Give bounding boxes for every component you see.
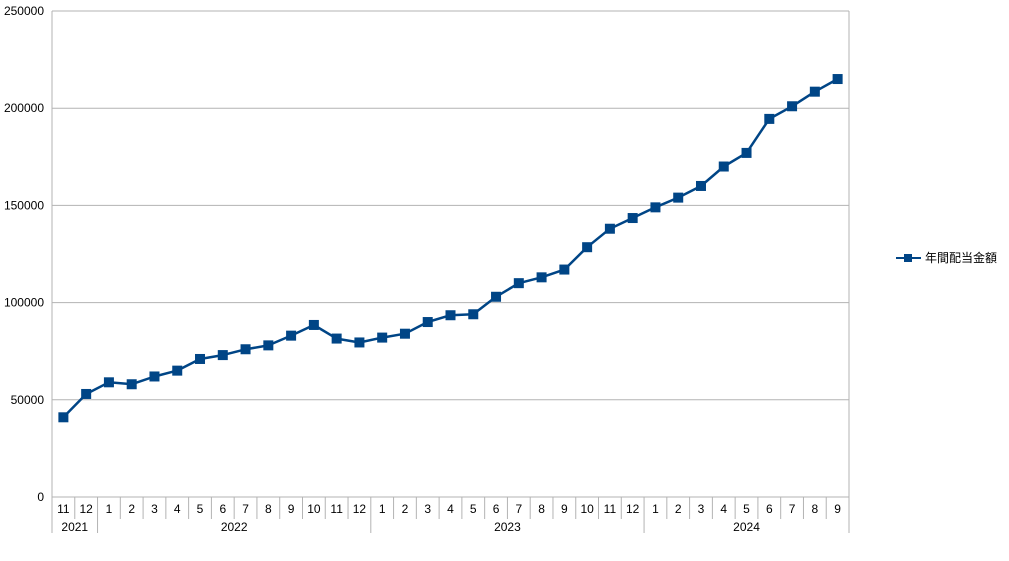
x-tick-label-month: 9 <box>561 502 568 516</box>
x-tick-label-month: 6 <box>766 502 773 516</box>
x-tick-label-month: 4 <box>174 502 181 516</box>
data-point-marker <box>809 86 820 97</box>
series-layer <box>58 74 843 423</box>
data-point-marker <box>559 264 570 275</box>
legend-marker-swatch <box>904 254 912 262</box>
data-point-marker <box>604 223 615 234</box>
data-point-marker <box>832 74 843 85</box>
x-tick-label-month: 6 <box>219 502 226 516</box>
data-point-marker <box>217 350 228 361</box>
data-point-marker <box>149 371 160 382</box>
x-tick-label-month: 7 <box>789 502 796 516</box>
y-tick-label: 200000 <box>4 101 44 115</box>
data-point-marker <box>308 319 319 330</box>
data-point-marker <box>695 180 706 191</box>
data-point-marker <box>58 412 69 423</box>
x-tick-label-month: 2 <box>675 502 682 516</box>
x-tick-label-month: 3 <box>424 502 431 516</box>
x-tick-label-month: 9 <box>834 502 841 516</box>
x-tick-label-month: 5 <box>197 502 204 516</box>
data-point-marker <box>741 147 752 158</box>
x-tick-label-month: 12 <box>353 502 367 516</box>
x-tick-label-month: 7 <box>242 502 249 516</box>
data-point-marker <box>172 365 183 376</box>
data-point-marker <box>331 333 342 344</box>
x-tick-label-month: 11 <box>330 502 343 516</box>
data-point-marker <box>286 330 297 341</box>
x-tick-label-month: 1 <box>106 502 113 516</box>
x-tick-label-month: 3 <box>151 502 158 516</box>
x-tick-label-month: 4 <box>720 502 727 516</box>
data-point-marker <box>468 309 479 320</box>
x-tick-label-month: 10 <box>580 502 594 516</box>
data-point-marker <box>536 272 547 283</box>
x-tick-label-year: 2021 <box>61 520 88 534</box>
data-point-marker <box>513 278 524 289</box>
x-tick-label-month: 7 <box>515 502 522 516</box>
x-tick-label-month: 10 <box>307 502 321 516</box>
legend-label: 年間配当金額 <box>925 250 997 265</box>
x-tick-label-month: 5 <box>470 502 477 516</box>
x-tick-label-month: 2 <box>128 502 135 516</box>
y-tick-label: 50000 <box>11 393 45 407</box>
data-point-marker <box>354 337 365 348</box>
data-point-marker <box>195 353 206 364</box>
data-point-marker <box>718 161 729 172</box>
x-tick-label-month: 2 <box>402 502 409 516</box>
legend: 年間配当金額 <box>896 250 997 265</box>
x-tick-label-month: 8 <box>265 502 272 516</box>
x-tick-label-month: 1 <box>652 502 659 516</box>
data-point-marker <box>263 340 274 351</box>
x-tick-label-month: 8 <box>811 502 818 516</box>
x-tick-label-month: 5 <box>743 502 750 516</box>
x-tick-label-month: 4 <box>447 502 454 516</box>
x-tick-label-month: 11 <box>604 502 617 516</box>
data-point-marker <box>422 317 433 328</box>
x-tick-label-year: 2024 <box>733 520 760 534</box>
data-point-marker <box>377 332 388 343</box>
x-tick-label-month: 12 <box>626 502 640 516</box>
data-point-marker <box>582 242 593 253</box>
x-tick-label-month: 1 <box>379 502 386 516</box>
data-point-marker <box>491 291 502 302</box>
x-tick-label-year: 2023 <box>494 520 521 534</box>
x-tick-label-month: 3 <box>698 502 705 516</box>
data-point-marker <box>126 379 137 390</box>
x-tick-label-year: 2022 <box>221 520 248 534</box>
x-tick-label-month: 6 <box>493 502 500 516</box>
data-point-marker <box>445 310 456 321</box>
x-tick-label-month: 9 <box>288 502 295 516</box>
data-point-marker <box>103 377 114 388</box>
data-point-marker <box>399 328 410 339</box>
data-point-marker <box>764 113 775 124</box>
y-tick-label: 0 <box>37 490 44 504</box>
data-point-marker <box>650 202 661 213</box>
data-point-marker <box>787 101 798 112</box>
gridlines <box>51 10 850 498</box>
data-point-marker <box>673 192 684 203</box>
y-axis: 0 50000 100000 150000 200000 250000 <box>4 4 44 504</box>
y-tick-label: 250000 <box>4 4 44 18</box>
y-tick-label: 100000 <box>4 296 44 310</box>
y-tick-label: 150000 <box>4 198 44 212</box>
data-point-marker <box>627 213 638 224</box>
x-tick-label-month: 12 <box>79 502 93 516</box>
x-tick-label-month: 8 <box>538 502 545 516</box>
data-point-marker <box>240 344 251 355</box>
x-axis: 11 12 1 2 3 4 5 6 7 8 9 10 11 12 1 2 3 4 5 6 7 8 9 10 11 12 1 2 3 4 5 6… <box>51 497 850 534</box>
data-point-marker <box>81 388 92 399</box>
x-tick-label-month: 11 <box>57 502 70 516</box>
